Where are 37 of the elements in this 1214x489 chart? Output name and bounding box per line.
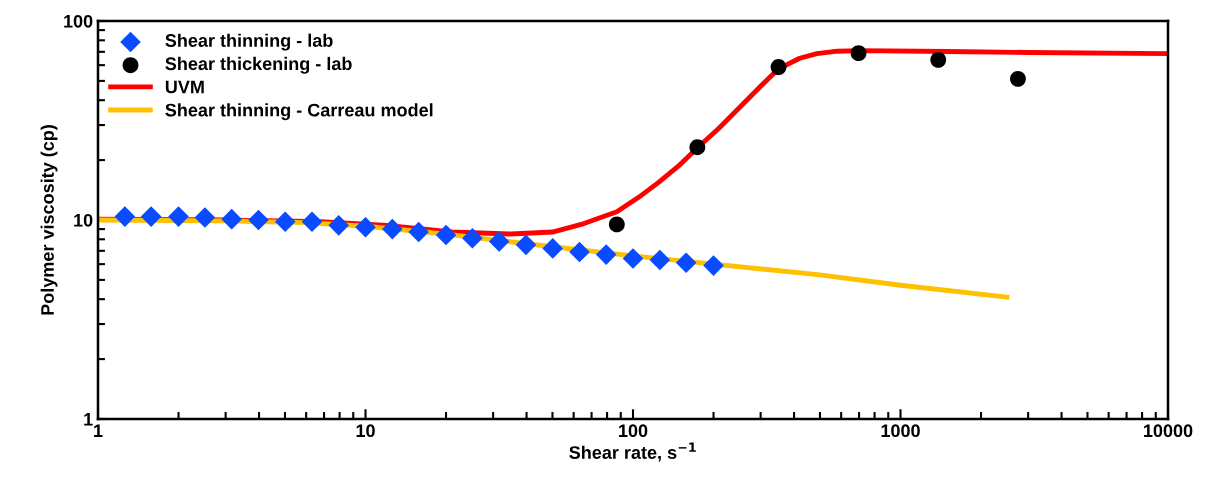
point xyxy=(595,244,617,265)
point xyxy=(488,231,510,252)
point xyxy=(649,249,671,271)
point xyxy=(221,208,242,230)
point xyxy=(542,238,564,259)
y-tick-label: 10 xyxy=(74,213,93,227)
y-tick-label: 100 xyxy=(64,14,93,28)
x-tick-label: 10 xyxy=(356,424,375,438)
point xyxy=(194,207,216,228)
point xyxy=(140,206,162,227)
point xyxy=(114,206,136,227)
point xyxy=(703,255,724,276)
x-tick-label: 100 xyxy=(619,424,648,438)
point xyxy=(435,224,457,246)
point xyxy=(515,234,537,256)
point xyxy=(301,211,323,233)
y-tick-label: 1 xyxy=(84,413,93,426)
legend-label: Shear thickening - lab xyxy=(165,56,352,74)
point xyxy=(168,206,189,227)
legend-label: Shear thinning - Carreau model xyxy=(165,103,433,121)
legend-label: UVM xyxy=(165,80,204,94)
point xyxy=(274,211,296,233)
point xyxy=(569,241,590,263)
x-tick-label: 1 xyxy=(94,424,103,437)
point xyxy=(248,209,269,231)
point xyxy=(355,216,376,238)
point xyxy=(382,218,403,240)
x-tick-label: 10000 xyxy=(1144,424,1193,438)
x-axis-title: Shear rate, s$^{−1}$ xyxy=(569,442,696,462)
point xyxy=(328,215,349,236)
point xyxy=(408,221,429,243)
x-tick-label: 1000 xyxy=(881,424,920,438)
point xyxy=(622,248,644,269)
y-axis-title: Polymer viscosity (cp) xyxy=(40,125,58,315)
legend-label: Shear thinning - lab xyxy=(165,33,333,51)
point xyxy=(462,227,483,249)
point xyxy=(675,252,697,274)
